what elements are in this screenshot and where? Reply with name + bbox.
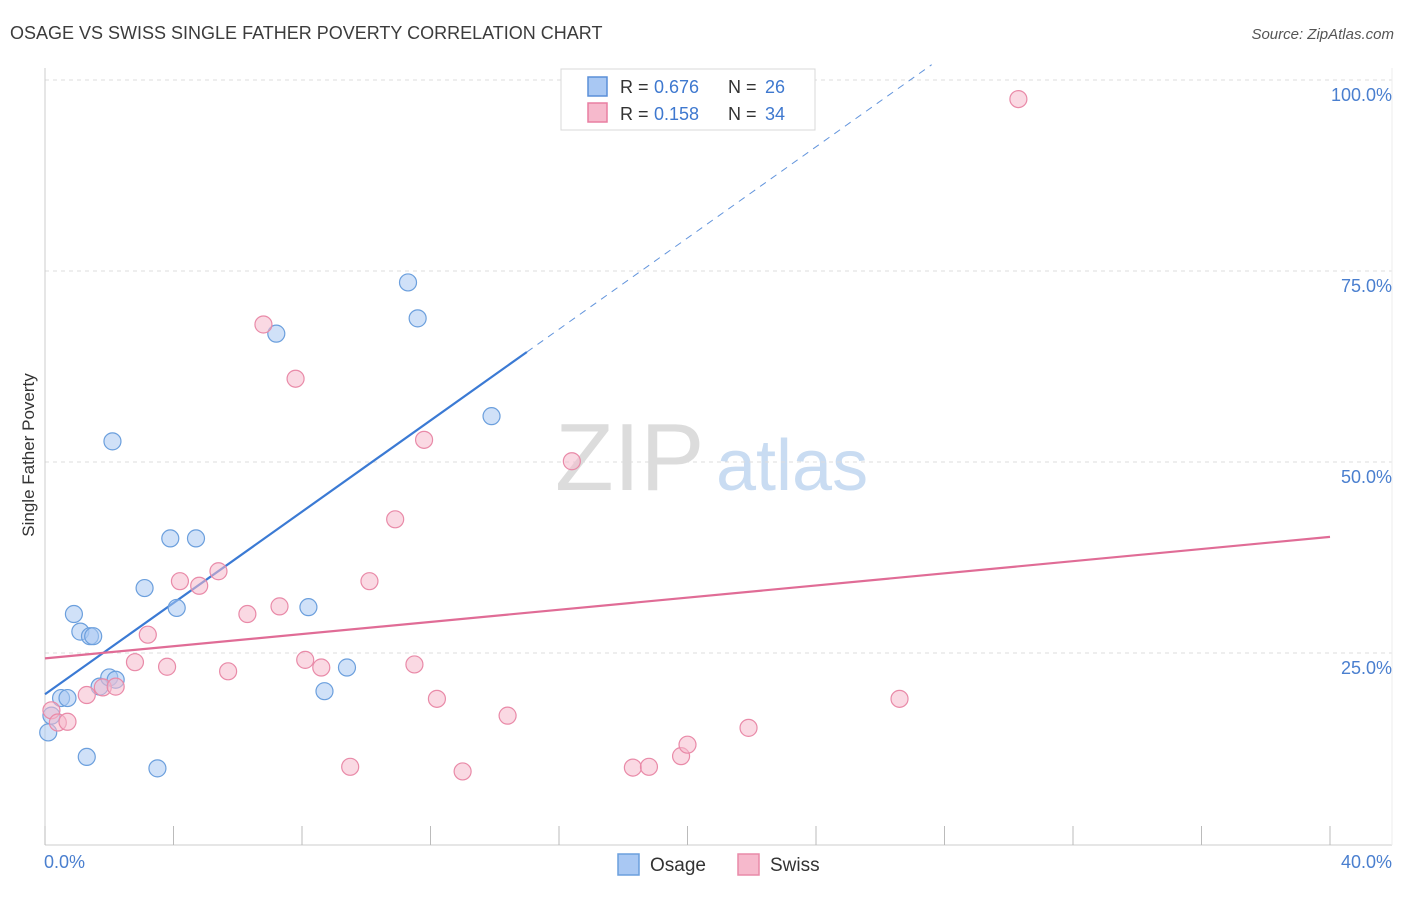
trend-line-osage [44,351,528,696]
point-osage-17 [186,529,206,548]
y-tick-label-25: 25.0% [1341,658,1392,678]
point-swiss-22 [405,655,424,674]
point-osage-20 [315,682,334,701]
axes-layer: 25.0% 50.0% 75.0% 100.0% [44,68,1393,846]
point-osage-14 [148,759,167,778]
point-swiss-34 [1009,89,1028,109]
trend-layer [44,64,1331,696]
bottom-legend: Osage Swiss [617,853,820,876]
point-swiss-5 [106,677,125,696]
point-swiss-10 [190,576,209,595]
point-swiss-2 [58,712,77,731]
point-osage-13 [135,578,154,598]
point-swiss-20 [360,572,379,591]
point-swiss-7 [138,625,157,644]
y-tick-label-75: 75.0% [1341,276,1392,296]
point-swiss-32 [739,718,758,737]
point-osage-19 [299,598,318,617]
x-tick-label-left: 0.0% [44,852,85,872]
chart-title: OSAGE VS SWISS SINGLE FATHER POVERTY COR… [10,23,602,43]
y-tick-label-50: 50.0% [1341,467,1392,487]
point-osage-24 [482,407,501,426]
legend-label-swiss: Swiss [770,855,820,876]
trend-line-swiss [44,535,1331,660]
legend-label-osage: Osage [650,855,706,876]
point-swiss-3 [77,685,96,705]
y-tick-label-100: 100.0% [1331,85,1392,105]
point-swiss-6 [125,653,145,672]
point-swiss-9 [170,572,190,591]
legend-swatch-osage [617,853,640,876]
point-osage-3 [58,688,77,708]
point-swiss-16 [286,369,305,388]
point-swiss-14 [254,315,273,334]
point-swiss-29 [639,757,659,776]
stats-r-value-osage: 0.676 [654,77,699,97]
chart-source: Source: ZipAtlas.com [1251,26,1394,43]
point-swiss-23 [414,430,434,449]
stats-n-label-swiss: N = [728,104,757,124]
stats-swatch-swiss [587,102,608,123]
grid-layer [45,79,1392,654]
point-swiss-13 [238,604,257,624]
point-osage-15 [161,529,180,548]
point-swiss-28 [623,758,642,777]
point-swiss-24 [427,689,447,708]
point-osage-23 [408,309,427,328]
stats-legend: R = 0.676 N = 26 R = 0.158 N = 34 [560,68,816,131]
stats-n-value-osage: 26 [765,77,785,97]
point-osage-8 [84,627,103,646]
point-swiss-19 [341,757,360,776]
point-osage-12 [103,432,122,451]
point-osage-18 [267,324,286,343]
point-swiss-33 [890,689,909,708]
points-layer [39,89,1028,781]
point-osage-4 [64,604,84,624]
point-swiss-8 [157,657,177,676]
point-swiss-21 [386,510,405,529]
point-osage-16 [167,598,186,618]
point-swiss-18 [312,658,331,677]
stats-swatch-osage [587,76,608,97]
point-swiss-17 [296,650,315,669]
stats-r-label-osage: R = [620,77,649,97]
stats-n-label-osage: N = [728,77,757,97]
point-swiss-12 [219,662,238,681]
legend-swatch-swiss [737,853,760,876]
trend-line-osage-projection [526,64,932,353]
stats-n-value-swiss: 34 [765,104,785,124]
point-swiss-26 [498,706,517,725]
point-swiss-25 [453,762,472,781]
point-swiss-11 [209,562,228,581]
stats-r-value-swiss: 0.158 [654,104,699,124]
watermark: ZIP atlas [555,404,868,511]
y-axis-label: Single Father Poverty [19,373,38,537]
stats-r-label-swiss: R = [620,104,649,124]
x-tick-label-right: 40.0% [1341,852,1392,872]
point-osage-22 [398,273,418,292]
point-osage-21 [337,658,357,677]
point-swiss-27 [562,452,581,471]
point-swiss-15 [270,597,289,616]
point-osage-6 [77,747,96,767]
point-swiss-31 [678,735,697,754]
watermark-atlas: atlas [716,426,868,506]
